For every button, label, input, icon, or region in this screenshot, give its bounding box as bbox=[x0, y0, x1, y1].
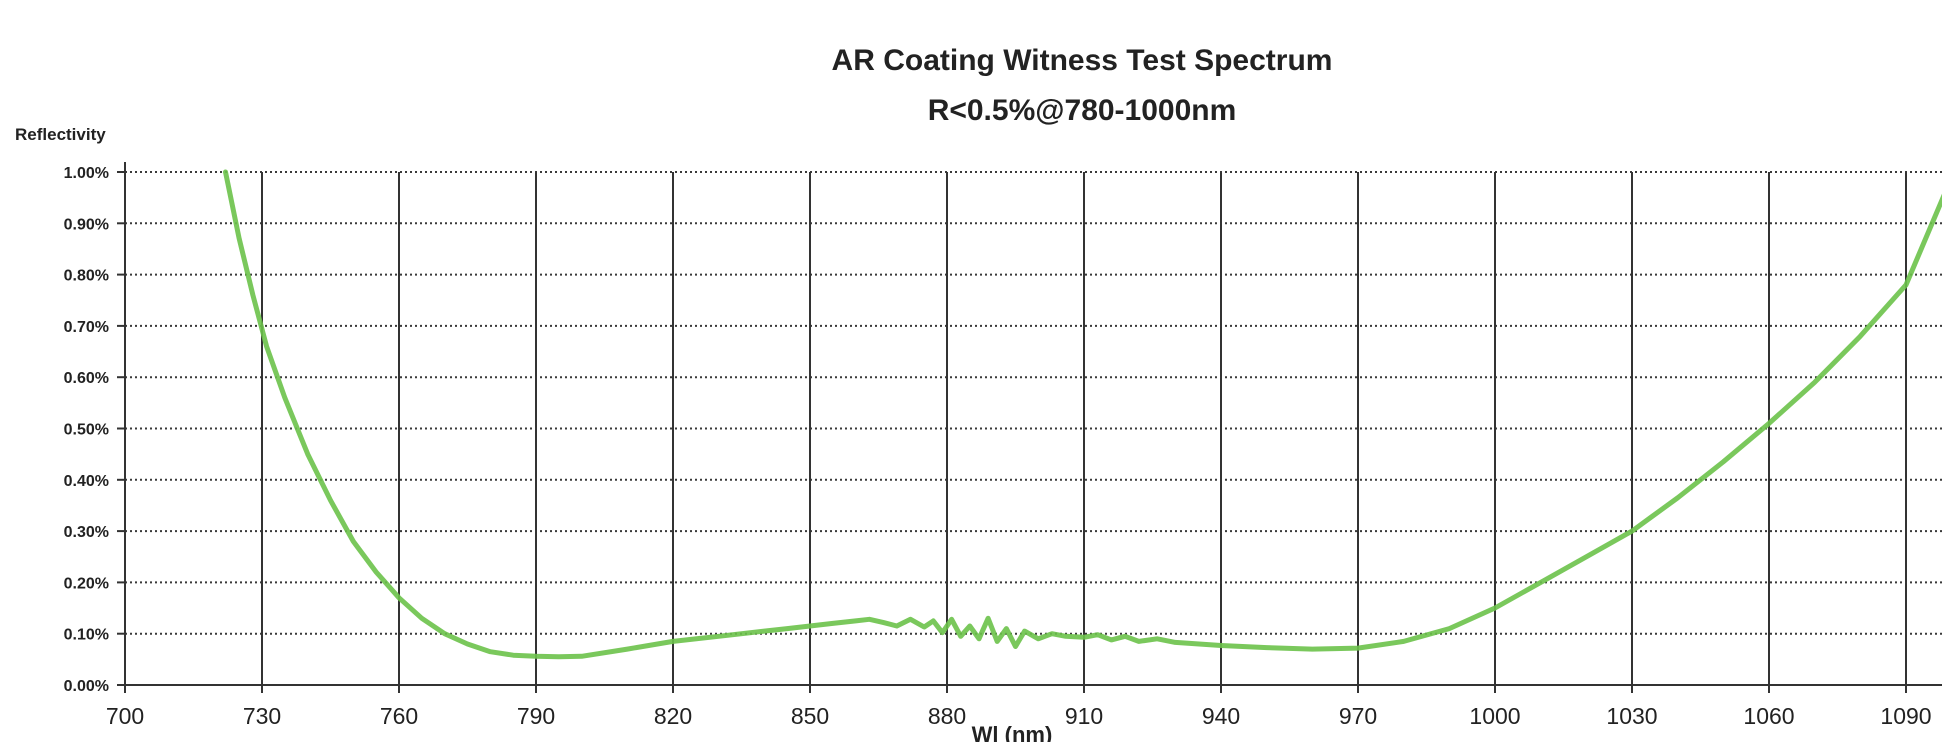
chart-subtitle: R<0.5%@780-1000nm bbox=[928, 94, 1237, 127]
y-tick-label: 0.20% bbox=[64, 575, 109, 592]
x-tick-label: 1000 bbox=[1469, 703, 1520, 729]
x-tick-label: 970 bbox=[1339, 703, 1377, 729]
y-axis-label: Reflectivity bbox=[15, 125, 106, 144]
axes bbox=[117, 162, 1942, 693]
x-tick-label: 700 bbox=[106, 703, 144, 729]
x-tick-label: 940 bbox=[1202, 703, 1240, 729]
y-tick-label: 0.00% bbox=[64, 678, 109, 695]
series bbox=[223, 169, 1942, 660]
x-tick-label: 1030 bbox=[1606, 703, 1657, 729]
x-tick-label: 790 bbox=[517, 703, 555, 729]
x-tick-label: 760 bbox=[380, 703, 418, 729]
y-tick-labels: 0.00% 0.10% 0.20% 0.30% 0.40% 0.50% 0.60% 0.70%… bbox=[64, 165, 109, 695]
y-tick-label: 0.10% bbox=[64, 627, 109, 644]
x-axis-label: Wl (nm) bbox=[972, 722, 1053, 742]
x-tick-label: 1090 bbox=[1880, 703, 1931, 729]
x-tick-label: 910 bbox=[1065, 703, 1103, 729]
y-tick-label: 0.50% bbox=[64, 422, 109, 439]
x-tick-labels: 700 730 760 790 820 850 880 910 940 970 1000 1030 10… bbox=[106, 703, 1932, 729]
x-tick-label: 1060 bbox=[1743, 703, 1794, 729]
x-tick-label: 880 bbox=[928, 703, 966, 729]
chart-title: AR Coating Witness Test Spectrum bbox=[832, 44, 1333, 77]
y-tick-label: 0.60% bbox=[64, 370, 109, 387]
x-tick-label: 820 bbox=[654, 703, 692, 729]
x-tick-label: 850 bbox=[791, 703, 829, 729]
grid bbox=[125, 171, 1942, 685]
y-tick-label: 0.40% bbox=[64, 473, 109, 490]
y-tick-label: 0.70% bbox=[64, 319, 109, 336]
x-tick-label: 730 bbox=[243, 703, 281, 729]
y-tick-label: 0.30% bbox=[64, 524, 109, 541]
y-tick-label: 1.00% bbox=[64, 165, 109, 182]
y-tick-label: 0.80% bbox=[64, 268, 109, 285]
series-line bbox=[223, 169, 1942, 660]
y-tick-label: 0.90% bbox=[64, 216, 109, 233]
